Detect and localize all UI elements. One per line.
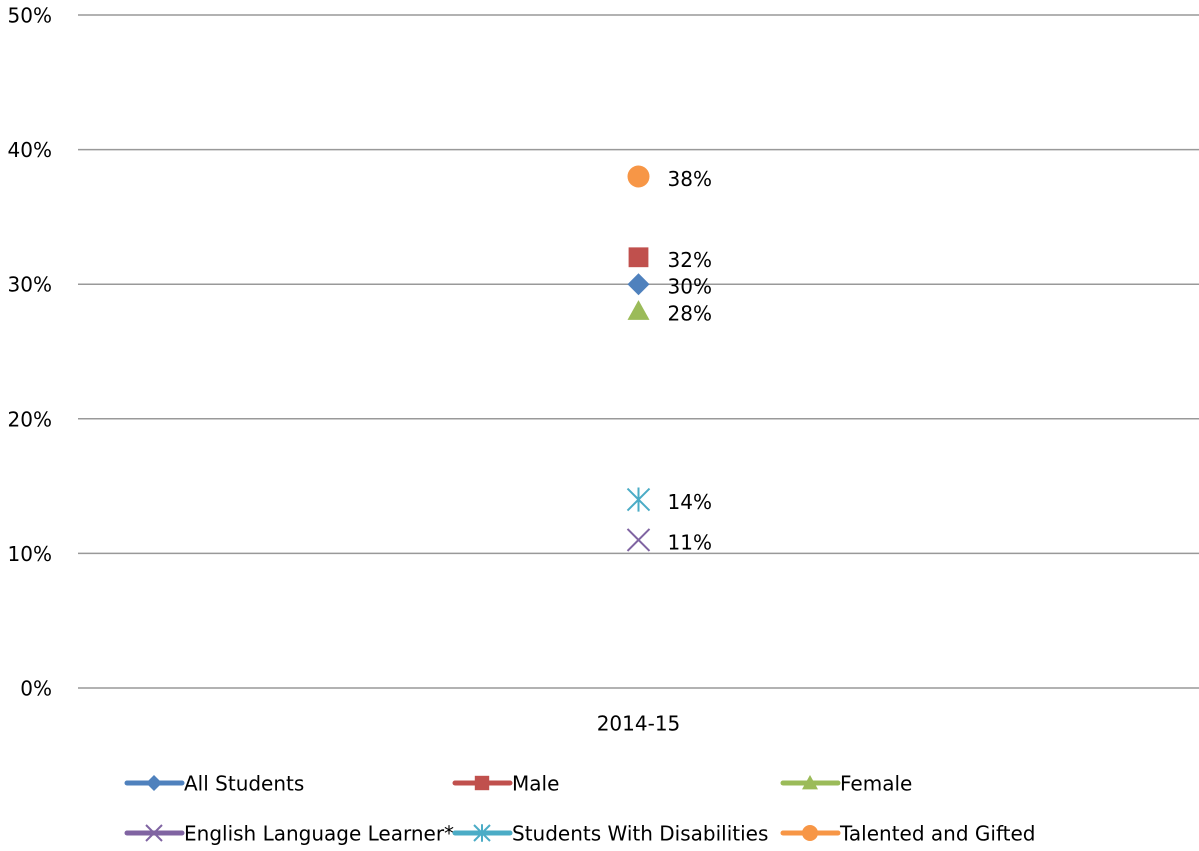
legend-marker [474, 775, 490, 791]
legend-marker [802, 825, 818, 841]
legend-marker [802, 775, 818, 790]
data-label: 28% [668, 302, 712, 326]
data-label: 11% [668, 530, 712, 554]
data-label: 32% [668, 248, 712, 272]
legend-marker [473, 824, 491, 842]
data-label: 14% [668, 490, 712, 514]
data-point [627, 165, 650, 188]
data-point [626, 528, 651, 552]
y-tick-label: 20% [8, 407, 52, 431]
y-tick-label: 40% [8, 138, 52, 162]
data-point [626, 487, 651, 512]
y-tick-label: 10% [8, 542, 52, 566]
data-point [628, 247, 649, 268]
data-label: 38% [668, 167, 712, 191]
legend-label: Talented and Gifted [839, 822, 1035, 846]
y-tick-label: 50% [8, 4, 52, 28]
legend-marker [145, 824, 163, 842]
legend-label: Female [840, 772, 912, 796]
legend-label: Students With Disabilities [512, 822, 768, 846]
legend-marker [146, 775, 162, 791]
x-tick-label: 2014-15 [597, 712, 681, 736]
data-point [627, 300, 650, 320]
legend-label: English Language Learner* [184, 822, 454, 846]
legend-label: Male [512, 772, 559, 796]
y-tick-label: 30% [8, 273, 52, 297]
data-point [627, 273, 650, 296]
legend-label: All Students [184, 772, 304, 796]
y-tick-label: 0% [20, 677, 52, 701]
data-label: 30% [668, 275, 712, 299]
